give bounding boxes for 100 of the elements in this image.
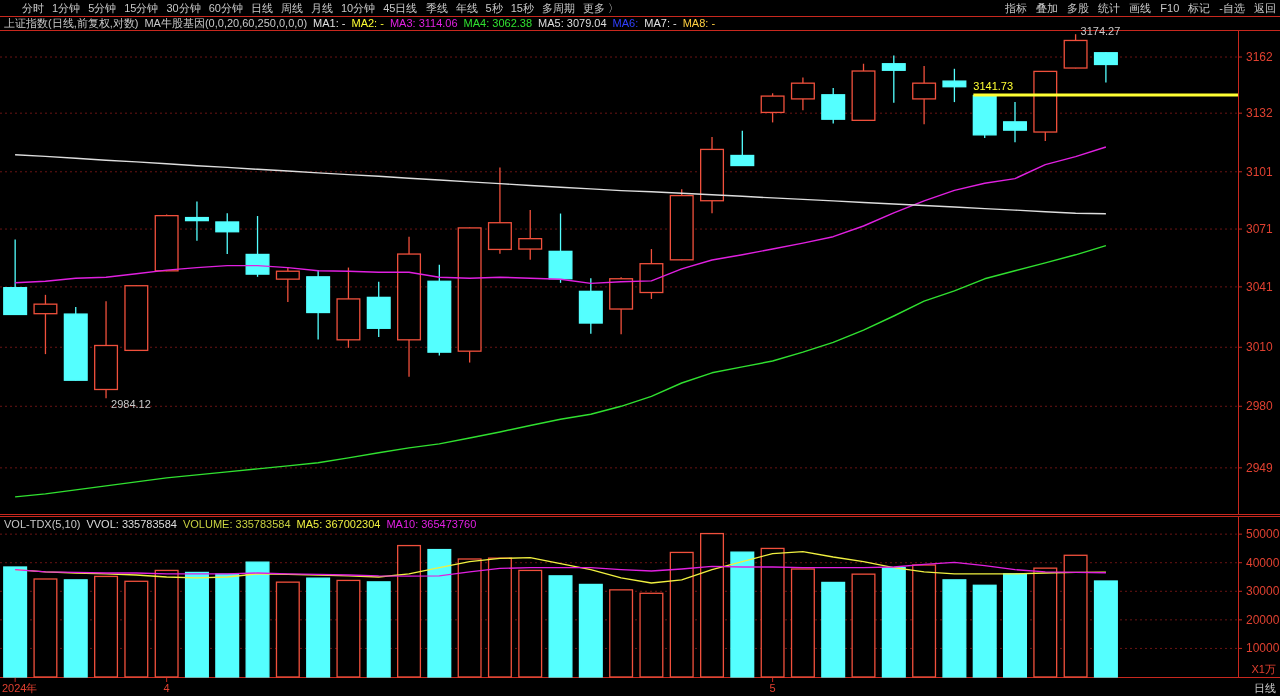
y-tick-label: 3101	[1246, 164, 1274, 179]
y-tick-label: 3071	[1246, 222, 1274, 237]
text: 月线	[311, 2, 333, 14]
text: 季线	[425, 2, 448, 14]
text: 15秒	[510, 2, 534, 14]
bar	[366, 581, 391, 678]
text: 指标	[1004, 2, 1028, 14]
text: 1分钟	[52, 2, 81, 14]
x-tick-label: 2024年	[2, 682, 38, 694]
bar	[1093, 580, 1118, 678]
y-tick-label: 2980	[1246, 399, 1274, 414]
text: 叠加	[1036, 2, 1059, 14]
bar	[336, 579, 361, 678]
text: 画线	[1129, 2, 1152, 14]
bar	[851, 573, 876, 678]
bar	[790, 568, 815, 678]
text: MA5: 367002304	[296, 518, 381, 530]
text: 标记	[1187, 2, 1211, 14]
bar	[487, 557, 512, 678]
y-tick-label: 3162	[1246, 50, 1274, 65]
bar	[306, 577, 331, 678]
bar	[427, 548, 452, 678]
text: 返回	[1254, 2, 1276, 14]
legend-label: VOLUME: 335783584	[182, 518, 291, 530]
bar	[245, 561, 270, 678]
text: 周线	[281, 2, 303, 14]
bar	[578, 583, 603, 678]
text: MA5: 3079.04	[538, 17, 607, 29]
y-tick-label: 50000	[1246, 527, 1280, 542]
text: 15分钟	[124, 2, 159, 14]
legend-label: MA7: -	[644, 17, 678, 29]
bar	[184, 571, 209, 678]
candlestick	[760, 92, 785, 124]
bar	[457, 558, 482, 678]
legend-label: MA2: -	[351, 17, 385, 29]
text: MA3: 3114.06	[389, 17, 458, 29]
candlestick	[518, 209, 543, 261]
candlestick	[912, 65, 937, 125]
text: MA10: 365473760	[386, 518, 477, 530]
chart-title: VOL-TDX(5,10)	[4, 518, 81, 530]
bar	[609, 589, 634, 678]
y-tick-label: 30000	[1246, 584, 1280, 599]
candlestick	[730, 130, 755, 167]
legend-label: MA8: -	[682, 17, 716, 29]
bar	[154, 569, 179, 678]
text: X1万	[1251, 663, 1276, 675]
line-series	[14, 244, 1107, 498]
candlestick	[1093, 51, 1118, 84]
candlestick	[215, 212, 240, 255]
candlestick	[184, 200, 209, 242]
bar	[215, 573, 240, 678]
bar	[639, 592, 664, 678]
text: 60分钟	[208, 2, 243, 14]
bar	[63, 579, 88, 678]
y-tick-label: 3010	[1246, 340, 1274, 355]
y-tick-label: 2949	[1246, 460, 1274, 475]
bar	[33, 578, 58, 678]
bar	[881, 566, 906, 678]
text: 多股	[1067, 2, 1090, 14]
bar	[1002, 573, 1028, 678]
bar	[669, 551, 694, 678]
legend-label: VVOL: 335783584	[86, 518, 177, 530]
candlestick	[790, 76, 815, 112]
bar	[942, 579, 967, 678]
candlestick	[881, 54, 906, 104]
text: 更多 〉	[582, 2, 619, 14]
candlestick	[275, 266, 300, 303]
line-series	[14, 561, 1107, 577]
text: 统计	[1098, 2, 1121, 14]
text: 10分钟	[341, 2, 376, 14]
candlestick	[942, 68, 967, 103]
text: 5分钟	[88, 2, 117, 14]
text: 年线	[455, 2, 478, 14]
bar	[912, 564, 937, 678]
bar	[275, 581, 300, 678]
bar	[1033, 567, 1058, 678]
bar	[397, 544, 422, 678]
bar	[1063, 554, 1088, 678]
annotation: 2984.12	[111, 398, 151, 411]
y-tick-label: 20000	[1246, 612, 1280, 627]
bar	[124, 580, 149, 678]
text: 分时	[22, 2, 44, 14]
y-tick-label: 10000	[1246, 641, 1280, 656]
chart-subtitle: MA牛股基因(0,0,20,60,250,0,0,0)	[144, 17, 308, 29]
bar	[518, 569, 543, 678]
text: MA4: 3062.38	[463, 17, 533, 29]
text: 日线	[1254, 682, 1276, 694]
x-tick-label: 5	[769, 682, 776, 694]
text: -自选	[1219, 2, 1245, 14]
text: 日线	[251, 2, 273, 14]
candlestick	[33, 294, 58, 355]
x-tick-label: 4	[163, 682, 170, 694]
text: 多周期	[541, 2, 575, 14]
bar	[700, 532, 725, 678]
text: 30分钟	[166, 2, 201, 14]
y-tick-label: 3041	[1246, 279, 1274, 294]
candlestick	[245, 215, 270, 278]
bar	[3, 566, 28, 678]
line-series	[14, 146, 1107, 285]
ref-line-label: 3141.73	[973, 79, 1014, 92]
